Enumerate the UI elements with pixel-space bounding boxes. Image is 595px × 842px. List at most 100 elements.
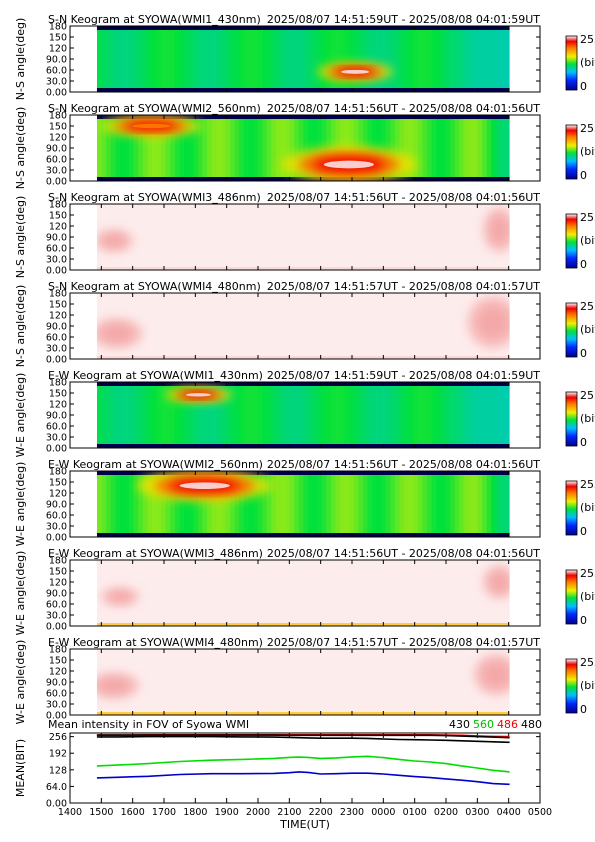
y-tick-label: 120: [49, 667, 67, 678]
colorbar: 255 (bit) 0: [565, 122, 595, 182]
y-axis-label: N-S angle(deg): [14, 285, 27, 368]
panel-time-range: 2025/08/07 14:51:56UT - 2025/08/08 04:01…: [267, 191, 540, 204]
y-tick-label: 60.0: [46, 600, 67, 611]
keogram-image: [96, 649, 510, 715]
x-tick-label: 1600: [121, 807, 145, 818]
legend-entry: 560: [473, 718, 494, 731]
y-tick-label: 150: [49, 300, 67, 311]
y-tick-label: 120: [49, 578, 67, 589]
y-axis-label: W-E angle(deg): [14, 462, 27, 547]
y-tick-label: 30.0: [46, 700, 67, 711]
aurora-feature: [474, 654, 510, 695]
x-tick-label: 0400: [497, 807, 521, 818]
legend-entry: 430: [449, 718, 470, 731]
panel-time-range: 2025/08/07 14:51:56UT - 2025/08/08 04:01…: [267, 547, 540, 560]
aurora-feature: [164, 387, 233, 403]
keogram-image: [96, 560, 510, 626]
y-axis-label: W-E angle(deg): [14, 551, 27, 636]
x-tick-label: 0000: [371, 807, 395, 818]
y-tick-label: 150: [49, 656, 67, 667]
y-tick-label: 60.0: [46, 333, 67, 344]
y-tick-label: 30.0: [46, 344, 67, 355]
colorbar-unit-label: (bit): [580, 56, 595, 69]
series-line: [96, 734, 510, 739]
aurora-feature: [100, 115, 203, 137]
colorbar: 255 (bit) 0: [565, 389, 595, 449]
aurora-feature: [101, 587, 139, 606]
y-tick-label: 180: [49, 200, 67, 211]
x-tick-label: 0300: [465, 807, 489, 818]
keogram-panel: E-W Keogram at SYOWA(WMI3_486nm) 2025/08/…: [14, 547, 595, 635]
x-tick-label: 0500: [528, 807, 552, 818]
colorbar-unit-label: (bit): [580, 323, 595, 336]
panel-title: E-W Keogram at SYOWA(WMI4_480nm): [48, 636, 263, 649]
panel-title: S-N Keogram at SYOWA(WMI4_480nm): [48, 280, 261, 293]
mean-chart-title: Mean intensity in FOV of Syowa WMI: [48, 718, 249, 731]
y-tick-label: 90.0: [46, 589, 67, 600]
x-tick-label: 2300: [340, 807, 364, 818]
aurora-feature: [137, 471, 273, 502]
y-tick-label: 90.0: [46, 411, 67, 422]
y-tick-label: 90.0: [46, 322, 67, 333]
mean-intensity-chart: Mean intensity in FOV of Syowa WMI 430 560…: [14, 718, 552, 831]
x-tick-label: 2200: [309, 807, 333, 818]
aurora-feature: [483, 207, 510, 252]
aurora-feature: [317, 62, 394, 82]
y-tick-label: 120: [49, 489, 67, 500]
aurora-feature: [483, 565, 510, 599]
y-tick-label: 90.0: [46, 500, 67, 511]
colorbar: 255 (bit) 0: [565, 567, 595, 627]
panel-time-range: 2025/08/07 14:51:57UT - 2025/08/08 04:01…: [267, 636, 540, 649]
y-tick-label: 90.0: [46, 144, 67, 155]
series-line: [96, 735, 510, 744]
y-tick-label: 180: [49, 467, 67, 478]
colorbar-max-label: 255: [580, 567, 595, 580]
series-line: [96, 771, 510, 786]
keogram-panel: S-N Keogram at SYOWA(WMI2_560nm) 2025/08/…: [14, 102, 595, 189]
colorbar: 255 (bit) 0: [565, 478, 595, 538]
y-tick-label: 180: [49, 111, 67, 122]
legend-entry: 486: [497, 718, 518, 731]
y-tick-label: 0.00: [46, 622, 67, 633]
y-tick-label: 90.0: [46, 678, 67, 689]
y-tick-label: 30.0: [46, 255, 67, 266]
y-tick-label: 90.0: [46, 55, 67, 66]
y-tick-label: 150: [49, 33, 67, 44]
colorbar-min-label: 0: [580, 703, 587, 716]
x-tick-label: 2100: [277, 807, 301, 818]
panel-time-range: 2025/08/07 14:51:59UT - 2025/08/08 04:01…: [267, 13, 540, 26]
y-tick-label: 30.0: [46, 166, 67, 177]
aurora-feature: [281, 146, 417, 181]
y-tick-label: 180: [49, 645, 67, 656]
x-tick-label: 2000: [246, 807, 270, 818]
colorbar-min-label: 0: [580, 614, 587, 627]
aurora-feature: [467, 296, 510, 348]
series-line: [96, 755, 510, 773]
y-tick-label: 128: [49, 765, 67, 776]
y-tick-label: 30.0: [46, 77, 67, 88]
y-tick-label: 150: [49, 567, 67, 578]
colorbar-unit-label: (bit): [580, 679, 595, 692]
y-tick-label: 0.00: [46, 355, 67, 366]
colorbar-max-label: 255: [580, 478, 595, 491]
y-tick-label: 30.0: [46, 522, 67, 533]
keogram-panel: S-N Keogram at SYOWA(WMI1_430nm) 2025/08/…: [14, 13, 595, 100]
y-tick-label: 120: [49, 222, 67, 233]
y-tick-label: 120: [49, 311, 67, 322]
panel-time-range: 2025/08/07 14:51:57UT - 2025/08/08 04:01…: [267, 280, 540, 293]
y-axis-label: N-S angle(deg): [14, 107, 27, 190]
x-tick-label: 1400: [58, 807, 82, 818]
keogram-panel: E-W Keogram at SYOWA(WMI2_560nm) 2025/08/…: [14, 458, 595, 546]
y-tick-label: 60.0: [46, 689, 67, 700]
y-axis-label: N-S angle(deg): [14, 196, 27, 279]
colorbar-unit-label: (bit): [580, 234, 595, 247]
panel-title: S-N Keogram at SYOWA(WMI3_486nm): [48, 191, 261, 204]
y-axis-label: MEAN(BIT): [14, 739, 27, 797]
panel-time-range: 2025/08/07 14:51:56UT - 2025/08/08 04:01…: [267, 458, 540, 471]
mean-chart-frame: [69, 732, 541, 804]
colorbar-min-label: 0: [580, 347, 587, 360]
colorbar-max-label: 255: [580, 389, 595, 402]
panel-title: S-N Keogram at SYOWA(WMI1_430nm): [48, 13, 261, 26]
y-tick-label: 60.0: [46, 155, 67, 166]
